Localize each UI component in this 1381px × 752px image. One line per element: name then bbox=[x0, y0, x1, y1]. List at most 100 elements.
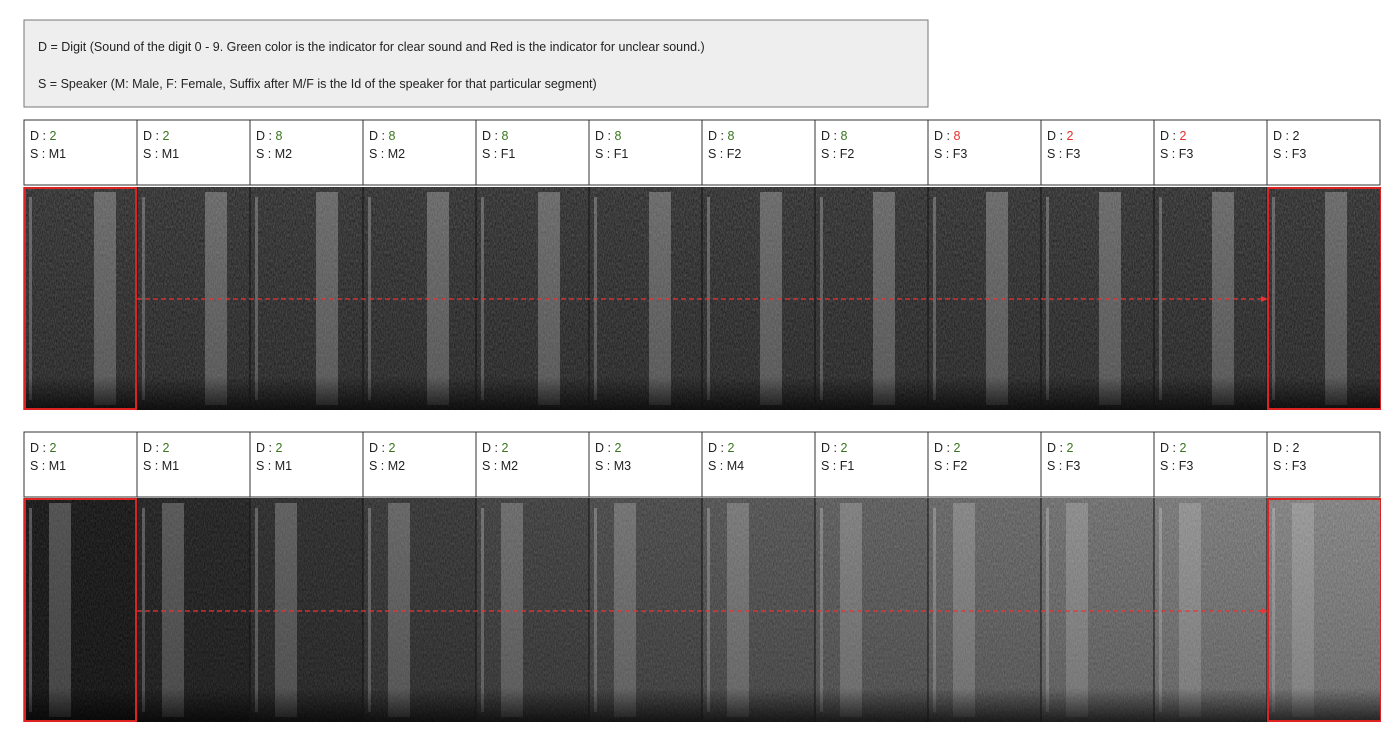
speaker-prefix: S : bbox=[934, 147, 953, 161]
digit: 8 bbox=[840, 129, 847, 143]
speaker-label: S : F3 bbox=[1273, 459, 1306, 473]
digit-label: D : 2 bbox=[369, 441, 395, 455]
speaker-prefix: S : bbox=[369, 147, 388, 161]
spectrogram-shade bbox=[815, 498, 928, 722]
digit-label: D : 2 bbox=[256, 441, 282, 455]
digit-label: D : 2 bbox=[143, 129, 169, 143]
digit-label: D : 2 bbox=[30, 129, 56, 143]
speaker: F3 bbox=[1179, 147, 1194, 161]
digit: 2 bbox=[1292, 441, 1299, 455]
speaker: F3 bbox=[953, 147, 968, 161]
digit: 2 bbox=[162, 441, 169, 455]
speaker-label: S : F3 bbox=[1273, 147, 1306, 161]
digit: 2 bbox=[49, 441, 56, 455]
speaker-prefix: S : bbox=[369, 459, 388, 473]
digit-prefix: D : bbox=[821, 129, 840, 143]
speaker-label: S : M2 bbox=[482, 459, 518, 473]
spectrogram-shade bbox=[363, 498, 476, 722]
spectrogram-shade bbox=[137, 498, 250, 722]
digit-prefix: D : bbox=[708, 129, 727, 143]
speaker-label: S : M1 bbox=[256, 459, 292, 473]
speaker: F1 bbox=[614, 147, 629, 161]
digit: 8 bbox=[614, 129, 621, 143]
speaker-label: S : F2 bbox=[821, 147, 854, 161]
speaker-label: S : F1 bbox=[595, 147, 628, 161]
speaker-prefix: S : bbox=[1273, 147, 1292, 161]
speaker-prefix: S : bbox=[482, 459, 501, 473]
speaker-label: S : M1 bbox=[30, 459, 66, 473]
speaker-prefix: S : bbox=[1047, 147, 1066, 161]
speaker-label: S : M4 bbox=[708, 459, 744, 473]
digit-prefix: D : bbox=[595, 129, 614, 143]
digit-label: D : 2 bbox=[1160, 129, 1186, 143]
speaker: F3 bbox=[1292, 459, 1307, 473]
spectrogram-shade bbox=[24, 187, 137, 410]
digit: 2 bbox=[1066, 129, 1073, 143]
digit-label: D : 2 bbox=[1047, 441, 1073, 455]
speaker-prefix: S : bbox=[1160, 147, 1179, 161]
speaker: F1 bbox=[840, 459, 855, 473]
digit-label: D : 8 bbox=[369, 129, 395, 143]
digit-prefix: D : bbox=[143, 129, 162, 143]
speaker-label: S : M2 bbox=[369, 459, 405, 473]
speaker: M2 bbox=[275, 147, 292, 161]
speaker-prefix: S : bbox=[934, 459, 953, 473]
digit: 2 bbox=[49, 129, 56, 143]
speaker: M3 bbox=[614, 459, 631, 473]
digit-prefix: D : bbox=[821, 441, 840, 455]
spectrogram-shade bbox=[928, 187, 1041, 410]
speaker-label: S : F3 bbox=[1047, 147, 1080, 161]
speaker-label: S : F1 bbox=[482, 147, 515, 161]
digit-label: D : 2 bbox=[1047, 129, 1073, 143]
spectrogram-shade bbox=[250, 498, 363, 722]
spectrogram-shade bbox=[702, 498, 815, 722]
speaker: F1 bbox=[501, 147, 516, 161]
digit-prefix: D : bbox=[708, 441, 727, 455]
legend-text: S = Speaker (M: Male, F: Female, Suffix … bbox=[38, 77, 597, 91]
spectrogram-shade bbox=[476, 498, 589, 722]
digit-label: D : 2 bbox=[1160, 441, 1186, 455]
digit-label: D : 8 bbox=[821, 129, 847, 143]
digit-label: D : 8 bbox=[595, 129, 621, 143]
speaker: F2 bbox=[953, 459, 968, 473]
legend-box bbox=[24, 20, 928, 107]
digit-prefix: D : bbox=[143, 441, 162, 455]
digit: 2 bbox=[840, 441, 847, 455]
spectrogram-shade bbox=[589, 498, 702, 722]
speaker-prefix: S : bbox=[1160, 459, 1179, 473]
spectrogram-shade bbox=[1267, 498, 1380, 722]
digit: 2 bbox=[501, 441, 508, 455]
speaker-prefix: S : bbox=[30, 147, 49, 161]
digit-label: D : 2 bbox=[595, 441, 621, 455]
digit-label: D : 2 bbox=[143, 441, 169, 455]
digit-label: D : 2 bbox=[1273, 129, 1299, 143]
spectrogram-shade bbox=[815, 187, 928, 410]
digit: 2 bbox=[388, 441, 395, 455]
speaker-label: S : F3 bbox=[1047, 459, 1080, 473]
speaker-label: S : F3 bbox=[934, 147, 967, 161]
speaker-prefix: S : bbox=[482, 147, 501, 161]
speaker: F3 bbox=[1066, 147, 1081, 161]
digit-prefix: D : bbox=[1273, 441, 1292, 455]
legend-text: D = Digit (Sound of the digit 0 - 9. Gre… bbox=[38, 40, 705, 54]
digit-label: D : 2 bbox=[934, 441, 960, 455]
speaker-label: S : M1 bbox=[143, 147, 179, 161]
speaker-prefix: S : bbox=[595, 147, 614, 161]
speaker-prefix: S : bbox=[143, 459, 162, 473]
digit-prefix: D : bbox=[934, 129, 953, 143]
digit: 2 bbox=[1066, 441, 1073, 455]
digit-label: D : 2 bbox=[30, 441, 56, 455]
digit: 8 bbox=[501, 129, 508, 143]
digit-label: D : 2 bbox=[708, 441, 734, 455]
digit-prefix: D : bbox=[1047, 441, 1066, 455]
digit-label: D : 2 bbox=[1273, 441, 1299, 455]
speaker-prefix: S : bbox=[256, 147, 275, 161]
speaker-prefix: S : bbox=[30, 459, 49, 473]
speaker-prefix: S : bbox=[1273, 459, 1292, 473]
digit: 8 bbox=[727, 129, 734, 143]
speaker: F3 bbox=[1292, 147, 1307, 161]
digit-label: D : 8 bbox=[934, 129, 960, 143]
speaker-prefix: S : bbox=[821, 459, 840, 473]
digit: 2 bbox=[953, 441, 960, 455]
digit-label: D : 2 bbox=[482, 441, 508, 455]
